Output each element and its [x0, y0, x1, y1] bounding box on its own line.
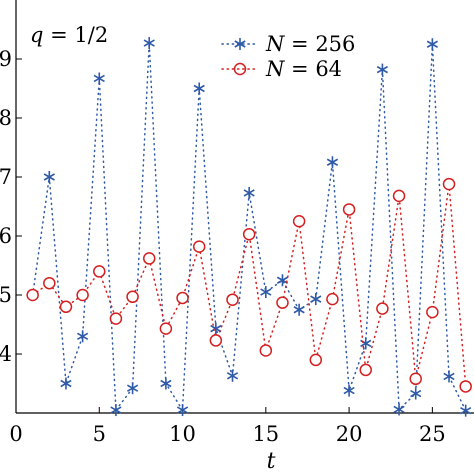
annotation-variable: q — [30, 23, 43, 47]
data-point — [110, 404, 122, 417]
series-line — [31, 184, 467, 388]
x-tick-label: 10 — [169, 422, 196, 446]
data-point — [409, 372, 422, 386]
data-point — [393, 403, 405, 416]
data-point — [143, 37, 155, 50]
y-tick-label: .6 — [0, 224, 12, 248]
data-point — [343, 384, 355, 397]
y-tick-label: .8 — [0, 106, 12, 130]
data-point — [192, 240, 206, 253]
data-point — [426, 305, 439, 319]
legend-entry-n64: N = 64 — [221, 57, 342, 81]
y-tick-label: .4 — [0, 342, 12, 366]
data-point — [242, 227, 256, 241]
plot-frame — [15, 0, 474, 414]
data-point — [410, 387, 422, 400]
data-point — [276, 296, 289, 309]
data-point — [392, 189, 406, 203]
data-point — [59, 300, 73, 314]
data-point — [426, 38, 438, 51]
parameter-annotation: q = 1/2 — [30, 23, 108, 47]
data-point — [326, 292, 339, 306]
legend-entry-n256: N = 256 — [221, 32, 355, 56]
series-layer — [26, 37, 472, 417]
data-point — [259, 344, 273, 357]
data-point — [292, 215, 306, 228]
y-tick-label: .5 — [0, 283, 12, 307]
data-point — [43, 276, 56, 290]
y-tick-label: .7 — [0, 165, 12, 189]
x-tick-label: 25 — [419, 422, 446, 446]
data-point — [60, 377, 72, 390]
x-tick-label: 15 — [252, 422, 279, 446]
data-point — [193, 82, 205, 95]
data-point — [309, 353, 323, 367]
data-point — [126, 382, 139, 395]
data-point — [77, 330, 89, 343]
data-point — [460, 404, 472, 417]
series-n64 — [26, 177, 472, 393]
x-tick-label: 20 — [336, 422, 363, 446]
x-axis-label: t — [267, 449, 276, 474]
data-point — [326, 156, 339, 169]
data-point — [226, 369, 239, 382]
legend-marker-n256 — [234, 38, 246, 50]
data-point — [160, 377, 172, 390]
data-point — [226, 293, 239, 306]
data-point — [443, 370, 455, 383]
data-point — [260, 286, 272, 299]
x-axis-ticks: 0 5 10 15 20 25 — [9, 407, 446, 446]
data-point — [142, 252, 156, 265]
data-point — [93, 72, 105, 85]
data-point — [76, 288, 89, 302]
data-point — [376, 63, 388, 76]
annotation-equation: = 1/2 — [43, 23, 108, 47]
data-point — [293, 303, 305, 316]
y-axis-ticks: .4 .5 .6 .7 .8 .9 — [0, 47, 22, 366]
data-point — [209, 334, 223, 347]
legend-label-n256: N = 256 — [265, 32, 355, 56]
y-tick-label: .9 — [0, 47, 12, 71]
data-point — [359, 363, 372, 377]
x-tick-label: 0 — [9, 422, 22, 446]
data-point — [176, 404, 189, 417]
data-point — [176, 291, 189, 305]
data-point — [159, 322, 173, 335]
legend-marker-n64 — [233, 62, 247, 76]
data-point — [43, 171, 55, 183]
x-tick-label: 5 — [93, 422, 106, 446]
data-point — [109, 312, 123, 325]
data-point — [243, 186, 255, 199]
series-n256 — [27, 37, 472, 417]
data-point — [126, 290, 139, 304]
legend: N = 256 N = 64 — [221, 32, 355, 81]
data-point — [93, 265, 106, 278]
data-point — [276, 274, 289, 287]
data-point — [26, 288, 39, 302]
data-point — [442, 177, 456, 191]
data-point — [342, 203, 356, 216]
data-point — [376, 302, 389, 315]
data-point — [310, 293, 322, 306]
legend-label-n64: N = 64 — [265, 57, 342, 81]
data-point — [459, 380, 472, 393]
